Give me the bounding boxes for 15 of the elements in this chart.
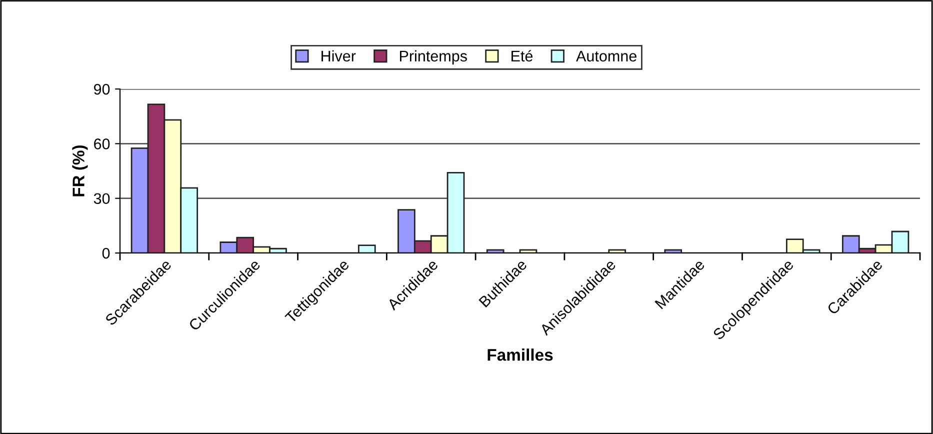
- legend-label: Automne: [576, 50, 636, 62]
- bar: [519, 249, 538, 253]
- bar: [664, 249, 682, 253]
- y-tick-label: 90: [94, 84, 110, 95]
- bar: [486, 249, 504, 253]
- legend-label: Printemps: [400, 50, 467, 65]
- y-tick-label: 0: [102, 248, 110, 259]
- x-axis-title: Familles: [488, 348, 553, 361]
- y-tick-label: 60: [94, 138, 110, 150]
- legend-label: Hiver: [322, 50, 356, 62]
- y-axis-title: FR (%): [72, 145, 88, 196]
- bar: [608, 249, 626, 253]
- legend-label: Eté: [512, 50, 533, 62]
- y-tick-label: 30: [94, 193, 110, 204]
- bar: [358, 244, 376, 253]
